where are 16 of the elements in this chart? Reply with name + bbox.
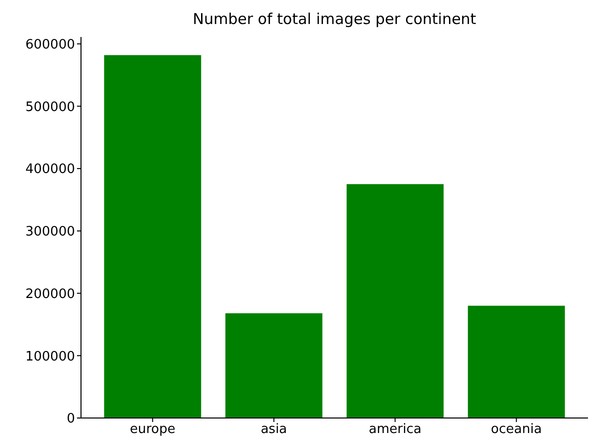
x-tick-label: europe bbox=[130, 422, 176, 438]
y-tick-label: 600000 bbox=[25, 37, 75, 52]
bar bbox=[468, 306, 565, 418]
y-tick-label: 100000 bbox=[25, 349, 75, 364]
bar bbox=[346, 184, 444, 418]
y-tick-label: 0 bbox=[66, 412, 75, 427]
x-tick-label: asia bbox=[260, 422, 288, 438]
y-tick-label: 400000 bbox=[25, 162, 75, 178]
bar bbox=[104, 55, 202, 418]
chart-title: Number of total images per continent bbox=[192, 10, 478, 28]
x-tick-label: america bbox=[368, 422, 422, 438]
bar bbox=[225, 313, 322, 418]
x-tick-label: oceania bbox=[490, 422, 542, 438]
y-tick-label: 300000 bbox=[25, 224, 75, 240]
y-tick-label: 200000 bbox=[25, 286, 75, 302]
y-tick-label: 500000 bbox=[25, 100, 75, 115]
